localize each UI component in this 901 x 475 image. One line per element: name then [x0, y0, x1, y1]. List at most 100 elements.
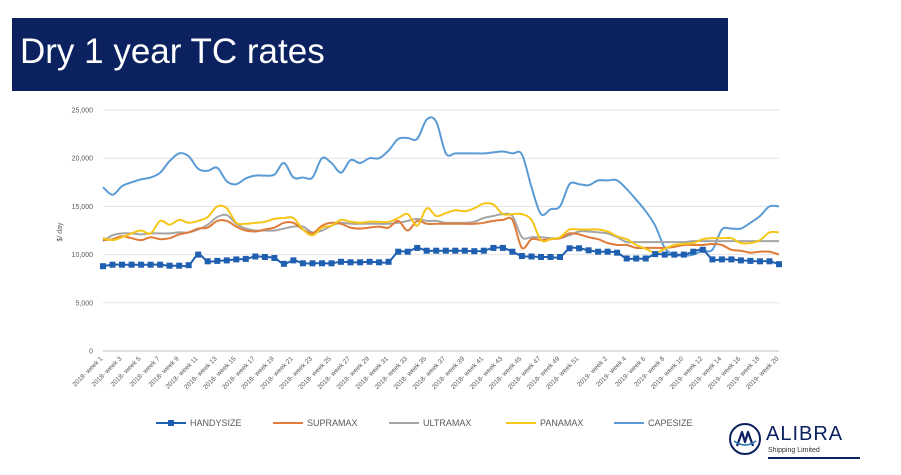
legend-label: ULTRAMAX [423, 418, 471, 428]
series-line [102, 246, 780, 268]
data-point [214, 257, 221, 264]
series-panamax [102, 202, 780, 254]
data-point [261, 254, 268, 260]
data-point [423, 247, 430, 254]
data-point [233, 256, 240, 263]
data-point [538, 254, 544, 260]
y-tick-label: 0 [89, 349, 93, 356]
y-tick-label: 10,000 [72, 252, 94, 259]
data-point [252, 253, 259, 260]
data-point [737, 257, 744, 264]
data-point [176, 262, 183, 269]
legend: HANDYSIZE SUPRAMAX ULTRAMAX PANAMAX CAPESIZE [156, 418, 693, 428]
data-point [166, 262, 173, 269]
legend-label: PANAMAX [540, 418, 583, 428]
data-point [357, 259, 364, 266]
data-point [499, 244, 506, 251]
alibra-logo: ALIBRA Shipping Limited [728, 420, 860, 464]
data-point [242, 255, 249, 262]
data-point [119, 261, 125, 268]
data-point [766, 258, 773, 265]
data-point [690, 248, 697, 255]
series-supramax [102, 216, 780, 256]
data-point [385, 258, 392, 265]
series-line [102, 216, 780, 256]
data-point [147, 261, 154, 268]
legend-item: SUPRAMAX [273, 418, 358, 428]
data-point [299, 260, 306, 267]
data-point [271, 255, 278, 261]
data-point [623, 255, 630, 262]
data-point [433, 247, 440, 254]
data-point [347, 259, 354, 266]
data-point [585, 247, 592, 254]
data-point [128, 261, 135, 268]
data-point [328, 260, 335, 267]
series-line [102, 212, 779, 244]
y-axis-label: $/ day [57, 222, 64, 242]
data-point [109, 261, 116, 268]
data-point [471, 248, 478, 255]
legend-label: SUPRAMAX [307, 418, 358, 428]
series-ultramax [102, 212, 779, 244]
data-point [376, 259, 383, 266]
title-banner: Dry 1 year TC rates [12, 18, 728, 91]
series-capesize [102, 116, 780, 257]
data-point [395, 248, 402, 255]
data-point [757, 258, 763, 265]
data-point [442, 247, 449, 254]
data-point [461, 247, 468, 254]
data-point [699, 246, 706, 253]
data-point [614, 249, 621, 256]
data-point [309, 260, 316, 267]
legend-marker [168, 420, 174, 426]
data-point [557, 254, 563, 260]
data-point [728, 256, 735, 263]
y-axis: 0 5,000 10,000 15,000 20,000 25,000 [72, 108, 94, 356]
data-point [528, 253, 535, 260]
data-point [138, 261, 145, 268]
data-point [319, 260, 325, 267]
data-point [100, 263, 106, 270]
data-point [718, 256, 725, 263]
ship-wheel-icon [729, 423, 761, 455]
data-point [661, 251, 668, 258]
data-point [509, 248, 516, 255]
data-point [680, 251, 687, 258]
data-point [338, 258, 344, 265]
logo-subtitle: Shipping Limited [768, 447, 820, 454]
data-point [204, 258, 211, 265]
data-point [709, 256, 716, 263]
data-point [747, 257, 754, 264]
data-point [195, 251, 202, 258]
series-line [102, 202, 780, 254]
data-point [404, 248, 411, 255]
gridlines [103, 109, 779, 352]
data-point [671, 251, 678, 258]
data-point [547, 254, 554, 260]
data-point [290, 257, 297, 264]
slide-title: Dry 1 year TC rates [20, 32, 325, 71]
y-tick-label: 20,000 [72, 156, 94, 163]
data-point [452, 247, 459, 254]
y-tick-label: 15,000 [72, 204, 94, 211]
data-point [480, 247, 487, 254]
data-point [490, 244, 497, 251]
data-point [157, 261, 164, 268]
data-point [280, 260, 287, 267]
data-point [223, 257, 230, 264]
series-line [102, 116, 780, 257]
legend-label: CAPESIZE [648, 418, 693, 428]
logo-underline [768, 457, 860, 459]
data-point [185, 262, 192, 269]
data-point [652, 251, 659, 258]
logo-name: ALIBRA [766, 423, 844, 445]
y-tick-label: 25,000 [72, 108, 94, 115]
data-point [595, 248, 602, 255]
data-point [566, 245, 573, 252]
legend-item: CAPESIZE [614, 418, 693, 428]
legend-label: HANDYSIZE [190, 418, 242, 428]
y-tick-label: 5,000 [75, 300, 93, 307]
